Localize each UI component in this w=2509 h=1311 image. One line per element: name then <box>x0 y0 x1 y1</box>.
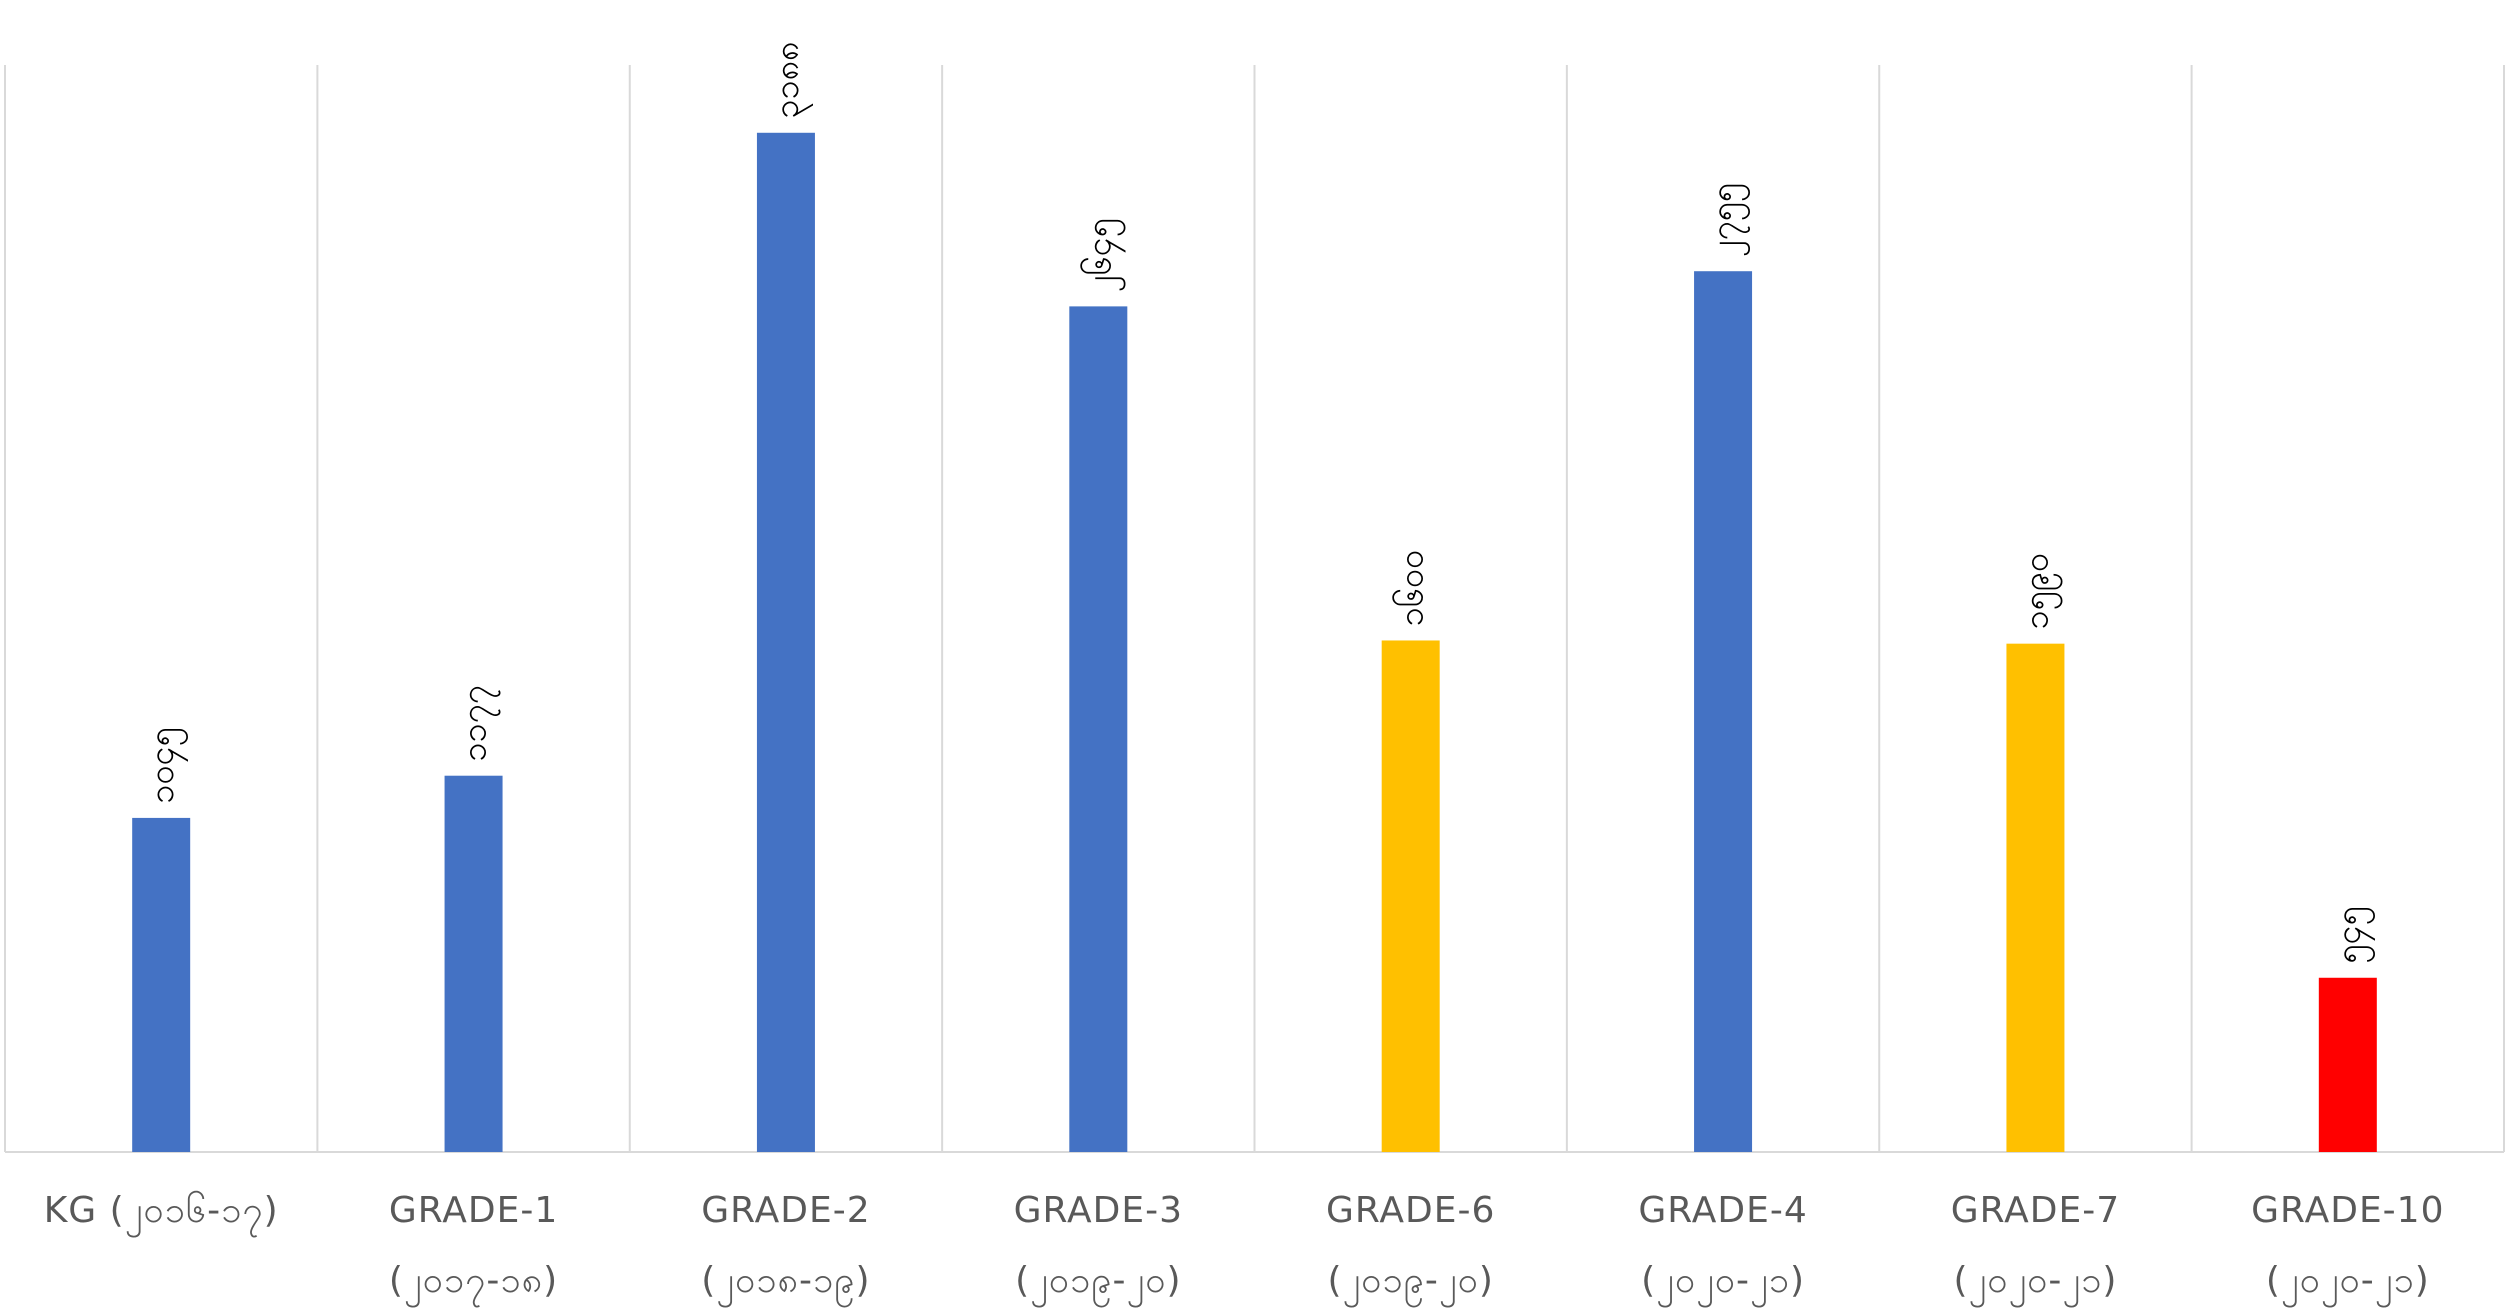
bar-7 <box>2318 977 2377 1152</box>
bar-2 <box>756 132 815 1152</box>
category-label-1-line1: GRADE-1 <box>389 1190 558 1231</box>
category-label-5-line1: GRADE-4 <box>1638 1190 1807 1231</box>
data-label-1: ၁၁၇၇ <box>455 685 501 762</box>
category-label-2-line1: GRADE-2 <box>701 1190 870 1231</box>
bar-3 <box>1069 306 1128 1152</box>
category-label-3-line2: (၂၀၁၉-၂၀) <box>1015 1260 1181 1308</box>
bar-0 <box>132 817 191 1152</box>
category-label-0-line1: KG (၂၀၁၆-၁၇) <box>44 1190 279 1238</box>
data-label-0: ၁၀၄၅ <box>142 727 188 804</box>
category-label-6-line2: (၂၀၂၀-၂၁) <box>1953 1260 2117 1308</box>
category-label-3-line1: GRADE-3 <box>1014 1190 1183 1231</box>
data-label-4: ၁၆၀၀ <box>1392 550 1432 627</box>
category-label-7-line2: (၂၀၂၀-၂၁) <box>2266 1260 2430 1308</box>
data-label-5: ၂၇၅၅ <box>1704 183 1750 257</box>
category-label-7-line1: GRADE-10 <box>2251 1190 2444 1231</box>
data-label-2: ၃၁၈၈ <box>767 42 813 119</box>
data-label-7: ၅၄၅ <box>2329 906 2375 963</box>
bar-6 <box>2006 643 2065 1152</box>
bar-4 <box>1381 640 1440 1152</box>
category-label-6-line1: GRADE-7 <box>1951 1190 2120 1231</box>
category-label-4-line2: (၂၀၁၉-၂၀) <box>1327 1260 1493 1308</box>
data-label-3: ၂၆၄၅ <box>1079 218 1125 292</box>
bar-5 <box>1694 271 1753 1152</box>
bar-1 <box>444 775 503 1152</box>
category-label-2-line2: (၂၀၁၈-၁၉) <box>701 1260 870 1308</box>
category-label-5-line2: (၂၀၂၀-၂၁) <box>1641 1260 1805 1308</box>
category-label-4-line1: GRADE-6 <box>1326 1190 1495 1231</box>
category-label-1-line2: (၂၀၁၇-၁၈) <box>389 1260 558 1308</box>
data-label-6: ၁၅၉၀ <box>2016 553 2062 630</box>
